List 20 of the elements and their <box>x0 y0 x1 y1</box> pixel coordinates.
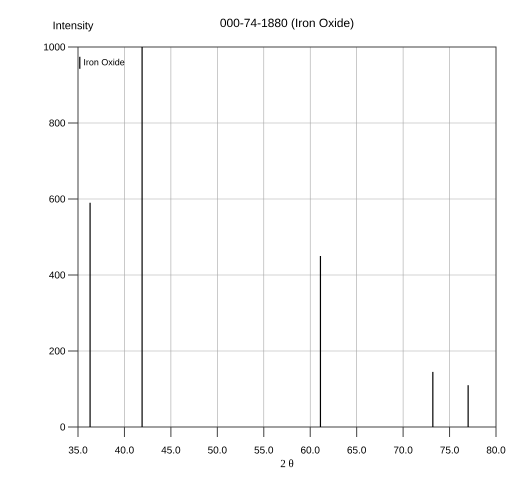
x-tick-label: 50.0 <box>208 446 227 454</box>
y-tick-label: 0 <box>60 423 66 431</box>
x-tick-label: 60.0 <box>301 446 320 454</box>
x-tick-label: 75.0 <box>440 446 459 454</box>
x-tick-label: 80.0 <box>486 446 506 454</box>
chart-title: 000-74-1880 (Iron Oxide) <box>220 18 354 30</box>
y-tick-label: 600 <box>49 195 66 203</box>
x-tick-label: 65.0 <box>347 446 366 454</box>
y-tick-label: 1000 <box>44 43 66 51</box>
x-tick-label: 70.0 <box>394 446 412 454</box>
legend-label: Iron Oxide <box>84 58 124 66</box>
y-tick-label: 800 <box>49 119 66 127</box>
x-axis-title: 2 θ <box>280 459 294 468</box>
y-tick-label: 400 <box>49 271 66 279</box>
y-axis-title: Intensity <box>54 21 94 32</box>
y-tick-label: 200 <box>49 347 66 355</box>
x-tick-label: 35.0 <box>68 446 88 454</box>
x-tick-label: 55.0 <box>254 446 274 454</box>
x-tick-label: 40.0 <box>114 446 134 454</box>
x-tick-label: 45.0 <box>161 446 180 454</box>
